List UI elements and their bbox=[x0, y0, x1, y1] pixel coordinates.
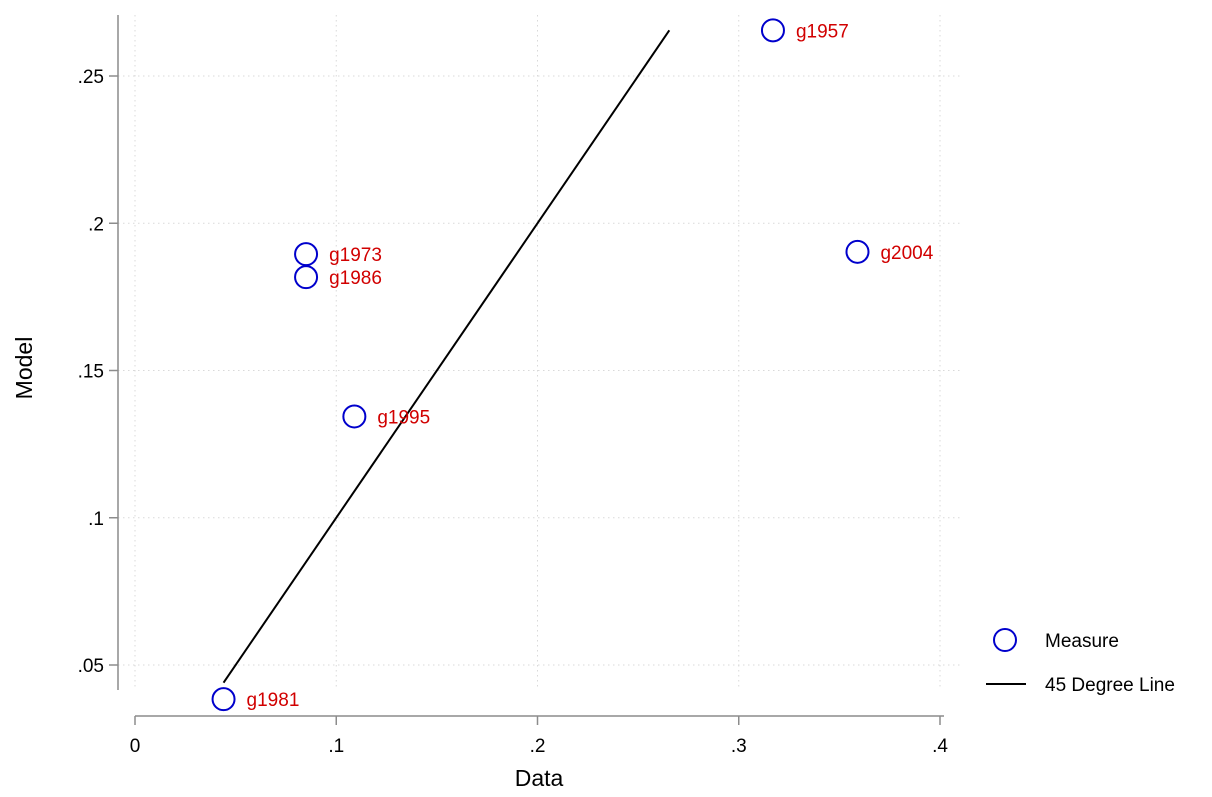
y-tick-label-4: .25 bbox=[78, 67, 104, 88]
point-label-g1981: g1981 bbox=[247, 690, 300, 711]
point-label-g2004: g2004 bbox=[880, 243, 933, 264]
point-g1981 bbox=[211, 687, 236, 712]
point-g1957 bbox=[760, 18, 785, 43]
legend: Measure 45 Degree Line bbox=[986, 628, 1175, 696]
x-tick-label-1: .1 bbox=[328, 736, 344, 757]
axes bbox=[117, 15, 944, 717]
y-tick-label-2: .15 bbox=[78, 362, 104, 383]
grid-lines bbox=[118, 15, 960, 690]
point-label-g1957: g1957 bbox=[796, 21, 849, 42]
legend-label-45-degree-line: 45 Degree Line bbox=[1045, 675, 1175, 696]
point-g1973 bbox=[294, 242, 319, 267]
point-g2004 bbox=[845, 239, 870, 264]
x-tick-label-4: .4 bbox=[932, 736, 948, 757]
point-g1995 bbox=[342, 404, 367, 429]
y-tick-label-3: .2 bbox=[88, 214, 104, 235]
legend-marker-measure bbox=[993, 628, 1017, 652]
y-tick-label-0: .05 bbox=[78, 656, 104, 677]
y-tick-label-1: .1 bbox=[88, 509, 104, 530]
legend-label-measure: Measure bbox=[1045, 631, 1119, 652]
tick-marks: 0 .1 .2 .3 .4 .05 .1 .15 .2 .25 bbox=[78, 67, 949, 757]
point-label-g1995: g1995 bbox=[377, 407, 430, 428]
y-axis-title: Model bbox=[11, 337, 37, 400]
point-label-g1973: g1973 bbox=[329, 245, 382, 266]
point-label-g1986: g1986 bbox=[329, 268, 382, 289]
point-g1986 bbox=[294, 265, 319, 290]
x-tick-label-2: .2 bbox=[530, 736, 546, 757]
x-tick-label-3: .3 bbox=[731, 736, 747, 757]
line-45-degree bbox=[222, 29, 671, 684]
x-axis-title: Data bbox=[515, 765, 564, 791]
x-tick-label-0: 0 bbox=[130, 736, 141, 757]
